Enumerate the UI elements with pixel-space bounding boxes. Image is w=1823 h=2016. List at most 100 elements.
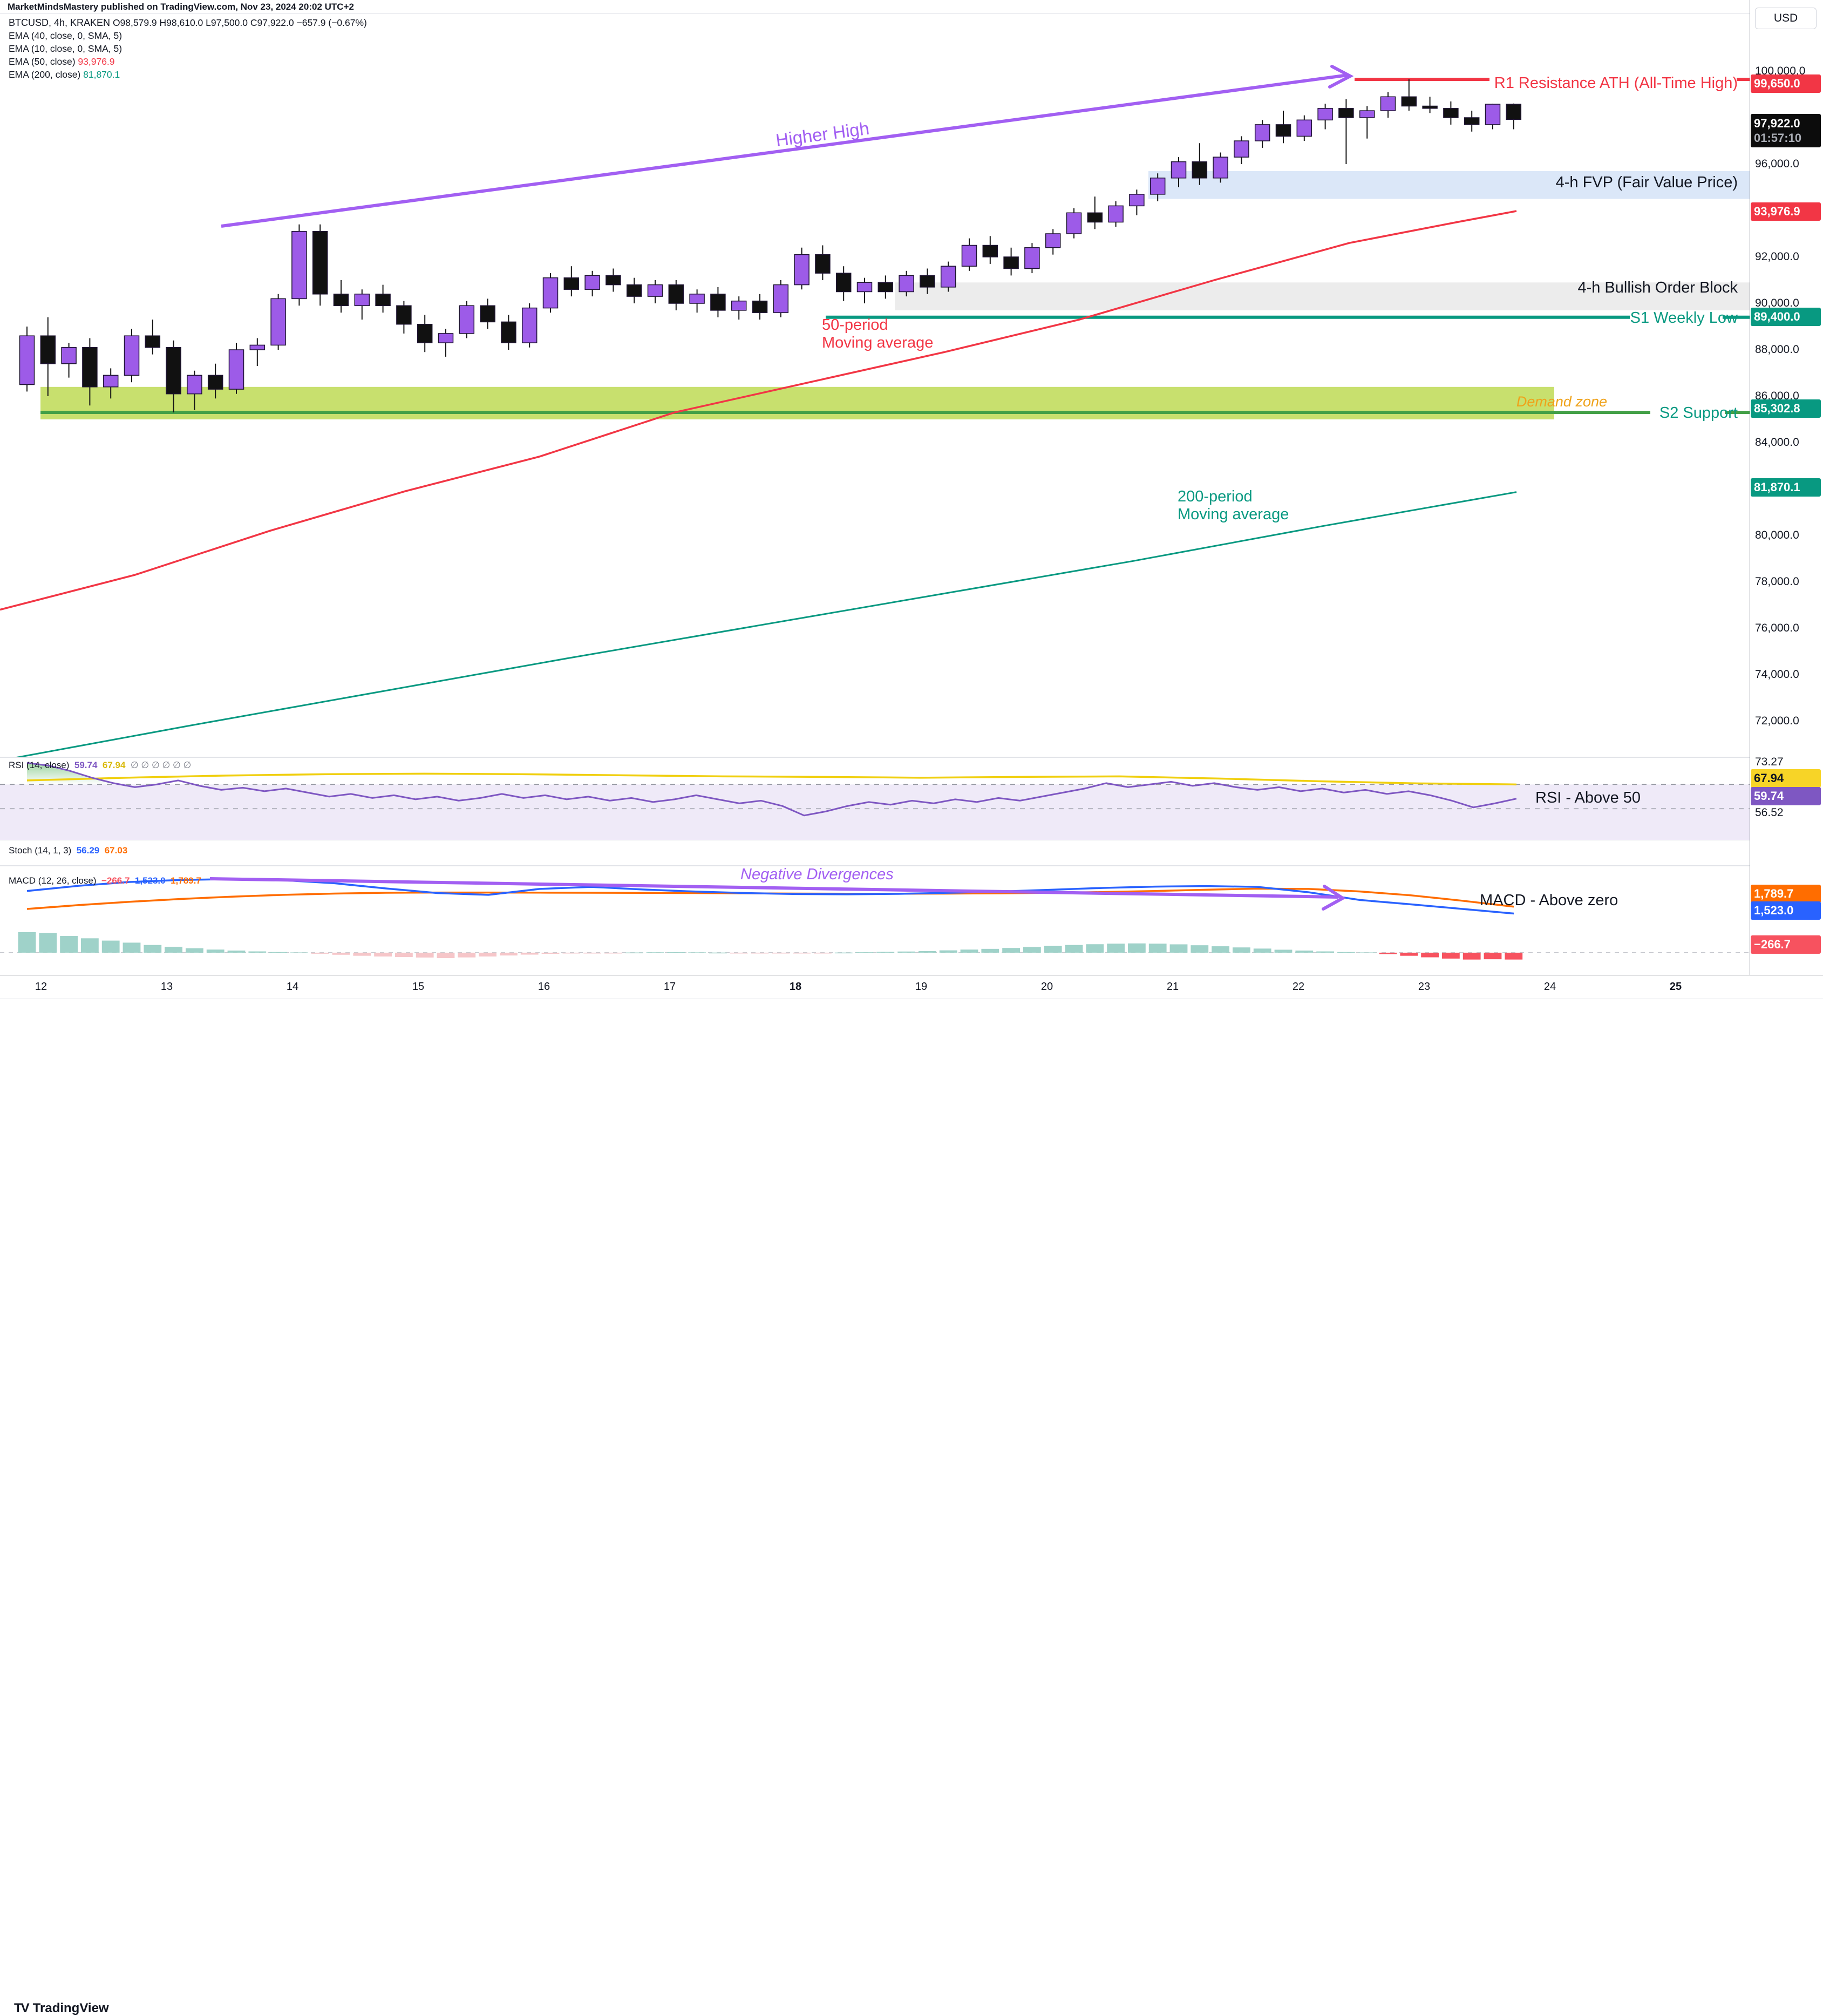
macd-histogram-bar xyxy=(562,953,581,954)
axis-value-badge: 67.94 xyxy=(1751,769,1821,788)
symbol-title: BTCUSD, 4h, KRAKEN xyxy=(9,17,111,28)
currency-toggle-button[interactable]: USD xyxy=(1755,8,1817,29)
candle-bullish xyxy=(1129,194,1145,207)
time-axis-label: 22 xyxy=(1292,981,1305,993)
time-axis-label: 16 xyxy=(538,981,550,993)
time-scale[interactable] xyxy=(0,975,1823,999)
macd-histogram-bar xyxy=(919,951,936,953)
stoch-legend[interactable]: Stoch (14, 1, 3) 56.29 67.03 xyxy=(9,845,128,856)
rsi-line[interactable] xyxy=(26,762,1517,817)
annotation-rsi-note[interactable]: RSI - Above 50 xyxy=(1535,789,1641,806)
time-axis-label: 24 xyxy=(1543,981,1556,993)
indicator-legend-ema50[interactable]: EMA (50, close) 93,976.9 xyxy=(9,56,115,67)
annotation-ma50[interactable]: 50-period Moving average xyxy=(822,316,934,351)
rsi-value: 59.74 xyxy=(74,760,98,770)
price-tick-label: 80,000.0 xyxy=(1755,529,1799,541)
candle-bullish xyxy=(1317,108,1333,121)
candle-bearish xyxy=(1003,256,1019,269)
order-block-zone[interactable] xyxy=(895,282,1750,310)
macd-histogram-bar xyxy=(1086,944,1104,953)
candle-bearish xyxy=(40,335,56,364)
rsi-ma-value: 67.94 xyxy=(102,760,126,770)
candle-bullish xyxy=(187,375,202,395)
macd-histogram-bar xyxy=(583,953,601,954)
chart-canvas[interactable] xyxy=(0,0,1752,975)
candle-bullish xyxy=(689,294,705,304)
candle-bullish xyxy=(1254,124,1270,141)
annotation-ma200[interactable]: 200-period Moving average xyxy=(1178,488,1289,523)
higher-high-trendline[interactable] xyxy=(221,73,1349,228)
annotation-macd-note[interactable]: MACD - Above zero xyxy=(1480,892,1618,909)
candle-bearish xyxy=(606,275,621,286)
indicator-legend-ema40[interactable]: EMA (40, close, 0, SMA, 5) xyxy=(9,30,123,41)
macd-histogram-bar xyxy=(1212,946,1229,953)
stoch-k-value: 56.29 xyxy=(76,845,100,856)
time-axis-label: 17 xyxy=(663,981,676,993)
macd-histogram-bar xyxy=(793,953,811,954)
candle-bearish xyxy=(166,347,181,395)
macd-divergence-line[interactable] xyxy=(209,877,1339,899)
macd-histogram-bar xyxy=(60,936,78,953)
candle-bearish xyxy=(501,321,516,343)
price-tick-label: 90,000.0 xyxy=(1755,297,1799,309)
candle-bullish xyxy=(1045,233,1061,248)
annotation-negative-divergences[interactable]: Negative Divergences xyxy=(740,866,894,883)
indicator-legend-ema200[interactable]: EMA (200, close) 81,870.1 xyxy=(9,69,120,80)
annotation-s2-support[interactable]: S2 Support xyxy=(1659,404,1738,422)
candle-bullish xyxy=(1108,205,1124,223)
macd-histogram-bar xyxy=(709,952,727,954)
macd-histogram-bar xyxy=(646,952,664,953)
time-axis-label: 21 xyxy=(1166,981,1179,993)
annotation-s1-weekly-low[interactable]: S1 Weekly Low xyxy=(1630,309,1738,327)
macd-histogram-bar xyxy=(206,949,225,953)
indicator-legend-ema10[interactable]: EMA (10, close, 0, SMA, 5) xyxy=(9,43,123,54)
macd-signal-line[interactable] xyxy=(26,887,1514,910)
candle-bullish xyxy=(61,347,77,364)
candle-bearish xyxy=(835,273,852,293)
macd-histogram-bar xyxy=(1023,947,1041,953)
macd-histogram-bar xyxy=(1169,944,1188,953)
macd-histogram-bar xyxy=(144,945,162,953)
tradingview-logo[interactable]: TV TradingView xyxy=(14,2001,109,2016)
candle-bearish xyxy=(710,294,726,311)
annotation-r1-resistance[interactable]: R1 Resistance ATH (All-Time High) xyxy=(1494,74,1738,92)
rsi-tick-label: 56.52 xyxy=(1755,806,1784,819)
annotation-fvp[interactable]: 4-h FVP (Fair Value Price) xyxy=(1555,174,1738,191)
price-tick-label: 78,000.0 xyxy=(1755,575,1799,588)
macd-histogram-bar xyxy=(18,932,36,953)
macd-histogram-bar xyxy=(437,953,455,958)
candle-bearish xyxy=(1087,212,1103,223)
candle-bullish xyxy=(961,245,977,267)
candle-bearish xyxy=(1422,105,1438,109)
candle-bullish xyxy=(1380,96,1396,111)
rsi-legend[interactable]: RSI (14, close) 59.74 67.94 ∅ ∅ ∅ ∅ ∅ ∅ xyxy=(9,760,192,770)
ema200-line[interactable] xyxy=(0,491,1517,761)
price-pane[interactable] xyxy=(0,65,1750,761)
fvp-zone[interactable] xyxy=(1148,171,1750,199)
annotation-demand-zone[interactable]: Demand zone xyxy=(1516,393,1607,410)
axis-value-badge: −266.7 xyxy=(1751,935,1821,954)
candle-bearish xyxy=(1338,108,1354,118)
candle-bullish xyxy=(1296,119,1312,137)
annotation-order-block[interactable]: 4-h Bullish Order Block xyxy=(1577,279,1738,296)
macd-histogram-bar xyxy=(101,940,120,953)
price-tick-label: 72,000.0 xyxy=(1755,715,1799,727)
time-axis-label: 12 xyxy=(35,981,47,993)
arrow-head-icon xyxy=(1328,65,1354,89)
candle-bullish xyxy=(1485,104,1501,125)
demand-zone[interactable] xyxy=(40,386,1554,419)
macd-legend[interactable]: MACD (12, 26, close) −266.7 1,523.0 1,78… xyxy=(9,875,201,886)
candle-bullish xyxy=(354,294,370,307)
price-tick-label: 92,000.0 xyxy=(1755,250,1799,263)
candle-bearish xyxy=(375,294,391,307)
chart-legend: BTCUSD, 4h, KRAKEN O98,579.9 H98,610.0 L… xyxy=(9,16,367,81)
macd-histogram-bar xyxy=(1463,953,1481,960)
ema50-line[interactable] xyxy=(0,210,1517,611)
macd-histogram-bar xyxy=(730,953,748,954)
symbol-legend-row[interactable]: BTCUSD, 4h, KRAKEN O98,579.9 H98,610.0 L… xyxy=(9,16,367,29)
rsi-ma-line[interactable] xyxy=(26,772,1517,786)
time-axis-label: 19 xyxy=(915,981,928,993)
macd-histogram-bar xyxy=(1379,953,1397,954)
macd-histogram-bar xyxy=(269,952,287,953)
candle-bearish xyxy=(668,284,684,304)
